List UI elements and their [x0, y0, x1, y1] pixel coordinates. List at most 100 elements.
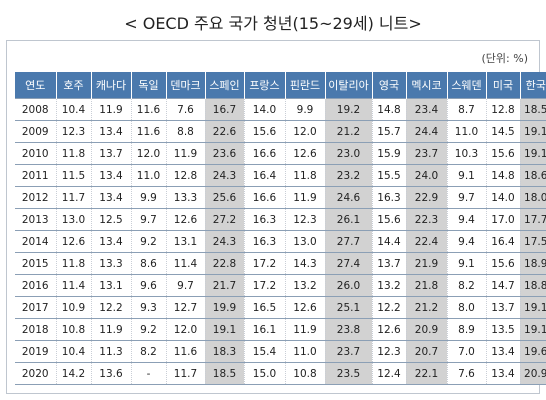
value-cell: 22.4 — [406, 230, 448, 253]
column-header: 프랑스 — [244, 72, 286, 99]
value-cell: 11.4 — [56, 274, 92, 297]
table-row: 2010 11.8 13.7 12.0 11.9 23.6 16.6 12.6 23.0 15.9… — [15, 142, 546, 165]
value-cell: 13.4 — [91, 230, 132, 253]
value-cell: 9.4 — [447, 208, 487, 231]
value-cell: 17.0 — [486, 208, 521, 231]
value-cell: 17.7 — [520, 208, 546, 231]
value-cell: 14.2 — [56, 362, 92, 385]
value-cell: 11.9 — [285, 318, 326, 341]
value-cell: 14.0 — [486, 186, 521, 209]
value-cell: 12.3 — [56, 120, 92, 143]
value-cell: 12.2 — [91, 296, 132, 319]
value-cell: 10.3 — [447, 142, 487, 165]
value-cell: 9.2 — [131, 230, 167, 253]
table-row: 2012 11.7 13.4 9.9 13.3 25.6 16.6 11.9 24.6 16.3 2… — [15, 186, 546, 209]
table-row: 2013 13.0 12.5 9.7 12.6 27.2 16.3 12.3 26.1 15.6 2… — [15, 208, 546, 231]
value-cell: 16.6 — [244, 186, 286, 209]
value-cell: 14.0 — [244, 98, 286, 121]
value-cell: 17.2 — [244, 274, 286, 297]
value-cell: 16.1 — [244, 318, 286, 341]
value-cell: 13.7 — [91, 142, 132, 165]
page-title: < OECD 주요 국가 청년(15~29세) 니트> — [124, 14, 422, 33]
value-cell: 24.3 — [205, 230, 245, 253]
table-row: 2011 11.5 13.4 11.0 12.8 24.3 16.4 11.8 23.2 15.5… — [15, 164, 546, 187]
value-cell: 16.3 — [372, 186, 407, 209]
value-cell: 11.7 — [56, 186, 92, 209]
value-cell: 13.0 — [56, 208, 92, 231]
value-cell: 9.7 — [166, 274, 206, 297]
value-cell: 11.6 — [131, 98, 167, 121]
value-cell: 13.4 — [486, 340, 521, 363]
value-cell: 14.5 — [486, 120, 521, 143]
value-cell: 26.1 — [325, 208, 373, 231]
value-cell: 24.0 — [406, 164, 448, 187]
column-header: 캐나다 — [91, 72, 132, 99]
year-cell: 2015 — [15, 252, 57, 275]
value-cell: 9.4 — [447, 230, 487, 253]
value-cell: 13.6 — [91, 362, 132, 385]
value-cell: 11.7 — [166, 362, 206, 385]
table-header-row: 연도 호주 캐나다 독일 덴마크 스페인 프랑스 핀란드 이탈리아 영국 멕시코 스웨덴 미국 한국 — [15, 72, 546, 99]
value-cell: 19.1 — [520, 142, 546, 165]
value-cell: 24.4 — [406, 120, 448, 143]
year-cell: 2016 — [15, 274, 57, 297]
value-cell: 8.7 — [447, 98, 487, 121]
value-cell: 15.5 — [372, 164, 407, 187]
value-cell: 9.9 — [131, 186, 167, 209]
value-cell: 11.8 — [56, 252, 92, 275]
value-cell: 20.7 — [406, 340, 448, 363]
value-cell: 21.7 — [205, 274, 245, 297]
value-cell: 13.0 — [285, 230, 326, 253]
value-cell: 13.4 — [486, 362, 521, 385]
value-cell: 13.7 — [486, 296, 521, 319]
value-cell: 12.8 — [486, 98, 521, 121]
value-cell: 12.4 — [372, 362, 407, 385]
unit-label: (단위: %) — [481, 52, 528, 65]
value-cell: 13.2 — [372, 274, 407, 297]
value-cell: 18.0 — [520, 186, 546, 209]
table-row: 2014 12.6 13.4 9.2 13.1 24.3 16.3 13.0 27.7 14.4 2… — [15, 230, 546, 253]
value-cell: 11.6 — [131, 120, 167, 143]
value-cell: 20.9 — [406, 318, 448, 341]
column-header: 연도 — [15, 72, 57, 99]
value-cell: 13.5 — [486, 318, 521, 341]
value-cell: 15.0 — [244, 362, 286, 385]
value-cell: 25.1 — [325, 296, 373, 319]
value-cell: 13.3 — [91, 252, 132, 275]
year-cell: 2019 — [15, 340, 57, 363]
year-cell: 2012 — [15, 186, 57, 209]
value-cell: 9.7 — [447, 186, 487, 209]
value-cell: 13.2 — [285, 274, 326, 297]
year-cell: 2009 — [15, 120, 57, 143]
value-cell: 14.8 — [372, 98, 407, 121]
value-cell: 23.6 — [205, 142, 245, 165]
value-cell: 13.4 — [91, 164, 132, 187]
year-cell: 2018 — [15, 318, 57, 341]
value-cell: 9.9 — [285, 98, 326, 121]
value-cell: 22.8 — [205, 252, 245, 275]
value-cell: 11.8 — [56, 142, 92, 165]
value-cell: 12.7 — [166, 296, 206, 319]
value-cell: 16.6 — [244, 142, 286, 165]
value-cell: 23.0 — [325, 142, 373, 165]
value-cell: 15.6 — [372, 208, 407, 231]
value-cell: 14.8 — [486, 164, 521, 187]
value-cell: 10.4 — [56, 98, 92, 121]
value-cell: 22.6 — [205, 120, 245, 143]
value-cell: 23.4 — [406, 98, 448, 121]
value-cell: 25.6 — [205, 186, 245, 209]
value-cell: 11.9 — [285, 186, 326, 209]
table-row: 2008 10.4 11.9 11.6 7.6 16.7 14.0 9.9 19.2 14.8 23… — [15, 98, 546, 121]
value-cell: 15.9 — [372, 142, 407, 165]
value-cell: 12.6 — [285, 296, 326, 319]
value-cell: 21.2 — [406, 296, 448, 319]
value-cell: 13.7 — [372, 252, 407, 275]
value-cell: 19.1 — [520, 296, 546, 319]
value-cell: 18.3 — [205, 340, 245, 363]
value-cell: 22.9 — [406, 186, 448, 209]
value-cell: 11.5 — [56, 164, 92, 187]
value-cell: 12.5 — [91, 208, 132, 231]
table-row: 2018 10.8 11.9 9.2 12.0 19.1 16.1 11.9 23.8 12.6 2… — [15, 318, 546, 341]
value-cell: 14.7 — [486, 274, 521, 297]
value-cell: 7.0 — [447, 340, 487, 363]
